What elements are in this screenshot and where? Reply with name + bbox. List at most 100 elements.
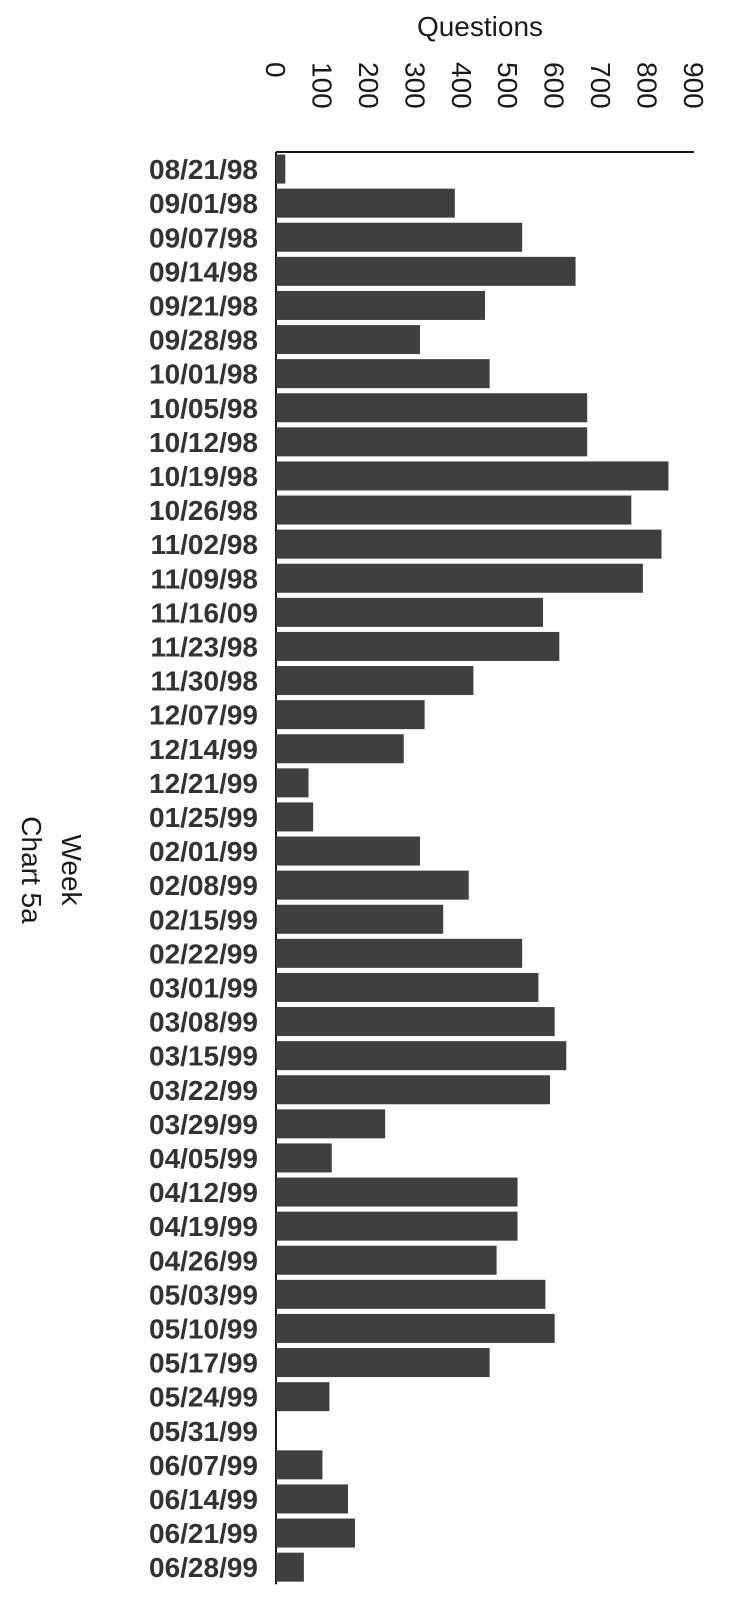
bar [276, 597, 544, 627]
bar [276, 1177, 518, 1207]
category-label: 04/26/99 [149, 1245, 258, 1276]
category-label: 06/07/99 [149, 1450, 258, 1481]
category-label: 05/10/99 [149, 1313, 258, 1344]
bar [276, 870, 469, 900]
bar [276, 1450, 323, 1480]
category-label: 11/30/98 [151, 666, 258, 697]
category-label: 03/08/99 [149, 1007, 258, 1038]
category-label: 11/16/09 [151, 597, 258, 628]
x-tick-label: 100 [306, 62, 337, 109]
category-label: 10/19/98 [149, 461, 258, 492]
bar [276, 188, 455, 218]
category-label: 09/21/98 [149, 290, 258, 321]
bar [276, 393, 588, 423]
bar [276, 359, 490, 389]
bar [276, 325, 420, 355]
bar [276, 1279, 546, 1309]
bar [276, 768, 309, 798]
category-label: 05/24/99 [149, 1382, 258, 1413]
bar [276, 1552, 304, 1582]
bar [276, 836, 420, 866]
bar [276, 461, 669, 491]
bar [276, 290, 485, 320]
x-tick-label: 200 [353, 62, 384, 109]
category-label: 03/22/99 [149, 1075, 258, 1106]
bar [276, 154, 286, 184]
category-label: 02/22/99 [149, 938, 258, 969]
bar [276, 802, 314, 832]
category-label: 09/01/98 [149, 188, 258, 219]
category-label: 09/28/98 [149, 325, 258, 356]
category-label: 03/15/99 [149, 1041, 258, 1072]
x-tick-label: 900 [678, 62, 709, 109]
bar [276, 563, 643, 593]
bar [276, 256, 576, 286]
x-tick-label: 300 [399, 62, 430, 109]
bars [276, 154, 669, 1582]
x-tick-label: 0 [260, 62, 291, 78]
category-label: 12/07/99 [149, 700, 258, 731]
category-label: 05/03/99 [149, 1279, 258, 1310]
bar [276, 529, 662, 559]
category-label: 09/07/98 [149, 222, 258, 253]
category-label: 05/17/99 [149, 1348, 258, 1379]
category-label: 12/14/99 [149, 734, 258, 765]
bar [276, 1109, 386, 1139]
y-axis-title: Week [56, 834, 87, 906]
category-labels: 08/21/9809/01/9809/07/9809/14/9809/21/98… [149, 154, 258, 1583]
x-axis-ticks: 0 100 200 300 400 500 600 700 800 900 [260, 62, 709, 109]
category-label: 06/14/99 [149, 1484, 258, 1515]
category-label: 03/29/99 [149, 1109, 258, 1140]
category-label: 01/25/99 [149, 802, 258, 833]
x-axis-title: Questions [417, 11, 543, 42]
category-label: 11/09/98 [151, 563, 258, 594]
category-label: 12/21/99 [149, 768, 258, 799]
x-tick-label: 700 [585, 62, 616, 109]
bar [276, 1143, 332, 1173]
category-label: 10/26/98 [149, 495, 258, 526]
category-label: 09/14/98 [149, 256, 258, 287]
bar [276, 1007, 555, 1037]
category-label: 06/28/99 [149, 1552, 258, 1583]
category-label: 02/15/99 [149, 904, 258, 935]
category-label: 10/12/98 [149, 427, 258, 458]
category-label: 10/05/98 [149, 393, 258, 424]
x-tick-label: 500 [492, 62, 523, 109]
bar [276, 1348, 490, 1378]
category-label: 06/21/99 [149, 1518, 258, 1549]
x-tick-label: 600 [539, 62, 570, 109]
bar [276, 631, 560, 661]
category-label: 11/02/98 [151, 529, 258, 560]
x-tick-label: 400 [446, 62, 477, 109]
bar [276, 1075, 551, 1105]
bar [276, 1518, 355, 1548]
x-tick-label: 800 [632, 62, 663, 109]
bar [276, 938, 523, 968]
bar [276, 427, 588, 457]
category-label: 02/01/99 [149, 836, 258, 867]
bar [276, 1313, 555, 1343]
bar [276, 495, 632, 525]
category-label: 11/23/98 [151, 631, 258, 662]
chart-caption: Chart 5a [16, 816, 47, 924]
category-label: 02/08/99 [149, 870, 258, 901]
category-label: 05/31/99 [149, 1416, 258, 1447]
bar [276, 666, 474, 696]
bar [276, 1245, 497, 1275]
category-label: 03/01/99 [149, 972, 258, 1003]
bar [276, 1382, 330, 1412]
bar [276, 734, 404, 764]
category-label: 04/05/99 [149, 1143, 258, 1174]
bar [276, 972, 539, 1002]
bar [276, 222, 523, 252]
bar [276, 700, 425, 730]
bar [276, 1484, 348, 1514]
category-label: 04/19/99 [149, 1211, 258, 1242]
bar [276, 1211, 518, 1241]
category-label: 08/21/98 [149, 154, 258, 185]
bar [276, 1041, 567, 1071]
bar [276, 904, 444, 934]
category-label: 04/12/99 [149, 1177, 258, 1208]
category-label: 10/01/98 [149, 359, 258, 390]
